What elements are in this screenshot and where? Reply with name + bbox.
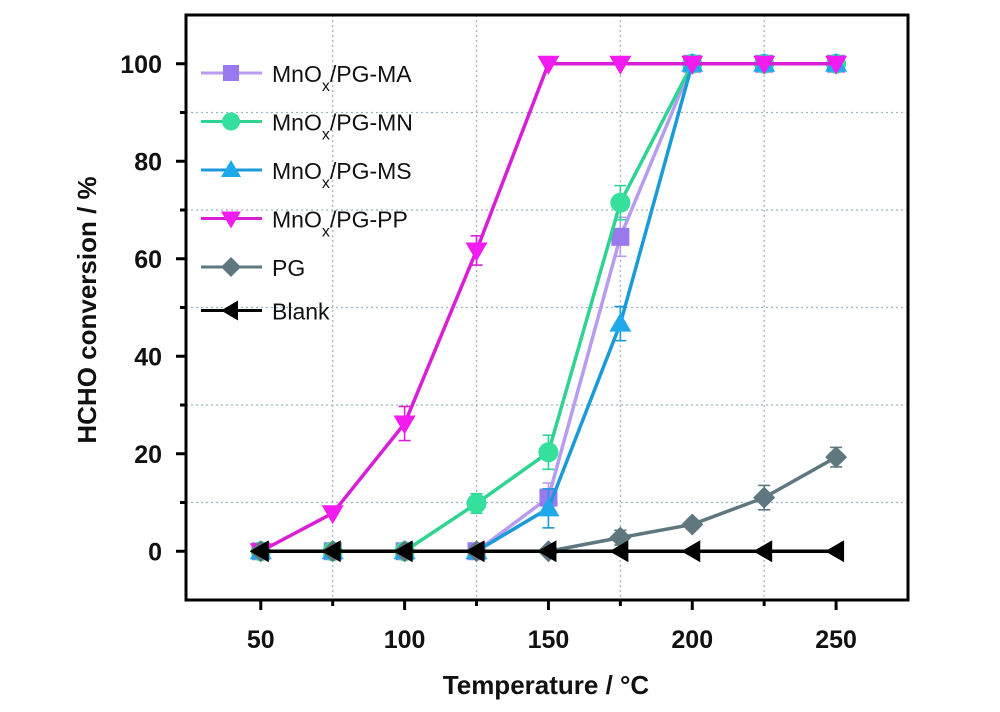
- data-point: [465, 540, 485, 563]
- legend-label-sub: x: [322, 175, 330, 192]
- data-point: [753, 55, 776, 75]
- legend-marker: [222, 112, 240, 131]
- legend-item: PG: [201, 255, 305, 281]
- legend-label-main: MnO: [272, 207, 322, 233]
- series-layer: [249, 52, 848, 563]
- y-tick-label: 40: [134, 343, 162, 371]
- legend-item: MnOx/PG-MS: [201, 158, 412, 192]
- x-tick-label: 100: [384, 626, 426, 654]
- x-tick-label: 150: [528, 626, 570, 654]
- legend-label-sub: x: [322, 224, 330, 241]
- legend-label: Blank: [272, 299, 330, 325]
- data-point: [681, 513, 704, 536]
- legend-item: MnOx/PG-MN: [201, 110, 413, 144]
- data-point: [393, 540, 413, 563]
- data-point: [825, 55, 848, 75]
- data-point: [466, 493, 487, 514]
- data-point: [249, 540, 269, 563]
- legend-marker: [221, 160, 241, 177]
- data-point: [825, 446, 848, 469]
- legend-item: MnOx/PG-PP: [201, 207, 408, 241]
- x-tick-label: 250: [815, 626, 857, 654]
- legend-label-main: MnO: [272, 61, 322, 87]
- data-point: [681, 55, 704, 75]
- x-tick-label: 200: [671, 626, 713, 654]
- legend-label-rest: /PG-PP: [330, 207, 408, 233]
- grid: [186, 15, 908, 600]
- data-point: [611, 227, 630, 246]
- y-tick-label: 100: [120, 51, 162, 79]
- series-blank: [249, 540, 845, 563]
- y-tick-label: 0: [148, 538, 162, 566]
- data-point: [609, 55, 632, 75]
- x-axis-title: Temperature / °C: [443, 670, 650, 700]
- data-point: [537, 497, 560, 517]
- y-tick-label: 20: [134, 441, 162, 469]
- legend-label-main: MnO: [272, 158, 322, 184]
- legend-label-rest: /PG-MA: [330, 61, 412, 87]
- data-point: [537, 55, 560, 75]
- data-point: [825, 540, 845, 563]
- legend-label: MnOx/PG-MS: [272, 158, 412, 192]
- axes: 50 100 150 200 250 0 20 40 60 80 100: [120, 13, 910, 654]
- legend-label: MnOx/PG-PP: [272, 207, 408, 241]
- data-point: [538, 442, 559, 463]
- legend-label: MnOx/PG-MA: [272, 61, 412, 95]
- y-tick-label: 80: [134, 148, 162, 176]
- legend-label-main: PG: [272, 255, 305, 281]
- y-axis-title: HCHO conversion / %: [72, 176, 102, 443]
- legend-label: PG: [272, 255, 305, 281]
- legend-marker: [221, 257, 241, 277]
- series-mnox-pg-pp: [249, 55, 848, 563]
- legend-item: MnOx/PG-MA: [201, 61, 412, 95]
- data-point: [681, 540, 701, 563]
- data-point: [753, 540, 773, 563]
- legend-item: Blank: [201, 299, 330, 325]
- data-point: [609, 540, 629, 563]
- data-point: [537, 540, 557, 563]
- legend-label: MnOx/PG-MN: [272, 110, 413, 144]
- x-tick-label: 50: [247, 626, 275, 654]
- legend: MnOx/PG-MAMnOx/PG-MNMnOx/PG-MSMnOx/PG-PP…: [201, 61, 413, 325]
- legend-marker: [221, 211, 241, 229]
- data-point: [465, 242, 488, 262]
- legend-label-main: Blank: [272, 299, 330, 325]
- legend-label-sub: x: [322, 78, 330, 95]
- y-tick-label: 60: [134, 246, 162, 274]
- legend-label-main: MnO: [272, 110, 322, 136]
- data-point: [609, 312, 632, 332]
- data-point: [321, 540, 341, 563]
- data-point: [610, 192, 631, 213]
- legend-marker: [223, 65, 239, 81]
- legend-label-sub: x: [322, 127, 330, 144]
- legend-label-rest: /PG-MS: [330, 158, 412, 184]
- legend-label-rest: /PG-MN: [330, 110, 413, 136]
- data-point: [321, 505, 344, 525]
- legend-marker: [221, 300, 238, 321]
- data-point: [393, 415, 416, 435]
- data-point: [753, 486, 776, 509]
